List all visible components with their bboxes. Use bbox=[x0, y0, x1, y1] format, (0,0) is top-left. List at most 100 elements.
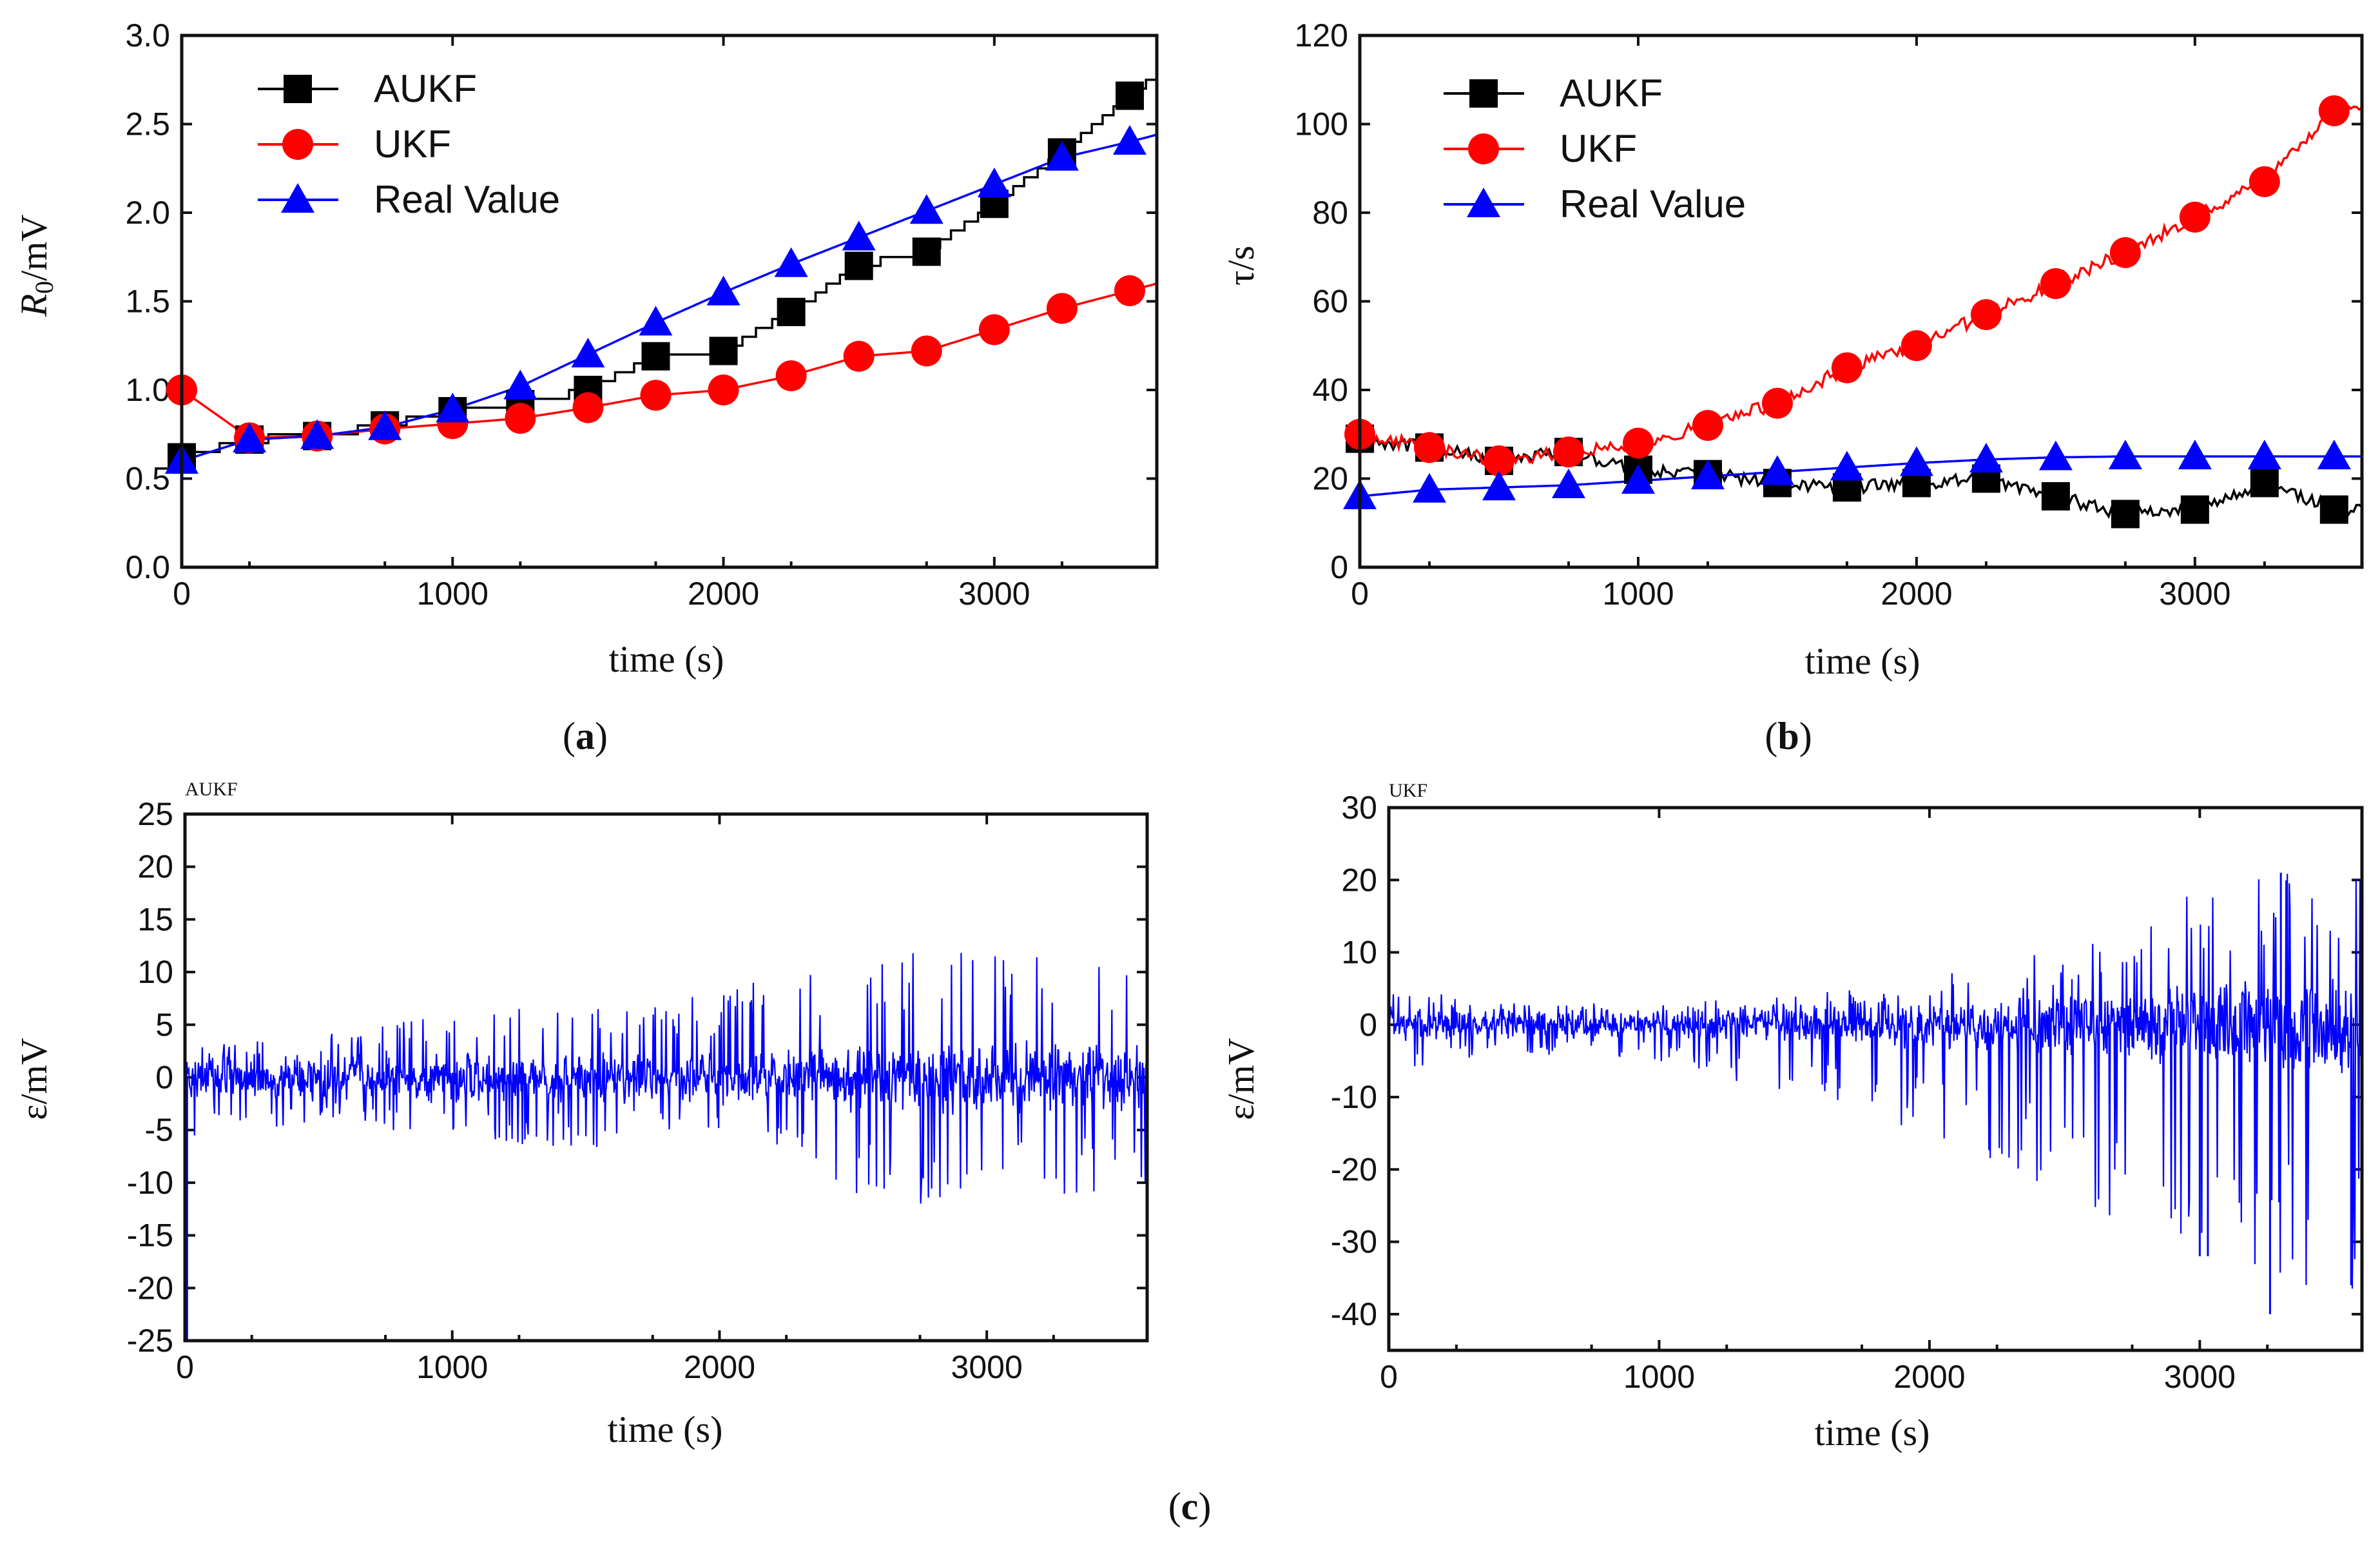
data-point-aukf bbox=[912, 237, 941, 266]
data-point-real-value bbox=[1112, 125, 1146, 155]
data-point-real-value bbox=[1969, 442, 2003, 472]
x-tick-label: 2000 bbox=[1893, 1359, 1965, 1395]
data-point-aukf bbox=[2041, 482, 2070, 510]
data-point-ukf bbox=[1114, 275, 1145, 306]
y-tick-label: 1.5 bbox=[125, 284, 170, 320]
panel-label-b: (b) bbox=[1765, 715, 1812, 757]
data-point-ukf bbox=[640, 380, 672, 411]
data-point-real-value bbox=[1551, 468, 1585, 498]
data-point-ukf bbox=[978, 314, 1010, 345]
legend-marker bbox=[1468, 133, 1499, 164]
x-tick-label: 0 bbox=[1351, 576, 1369, 612]
panel-b-chart: τ/s time (s) 0 1000 2000 3000 0 20 40 60 80 100 12… bbox=[1220, 17, 2364, 682]
panel-c-aukf-y-axis-label: ε/mV bbox=[13, 1038, 55, 1120]
data-point-aukf bbox=[641, 342, 670, 371]
data-point-ukf bbox=[2040, 268, 2071, 299]
data-point-ukf bbox=[2179, 201, 2211, 233]
panel-a-y-axis-label-symbol: R bbox=[13, 294, 55, 317]
x-tick-label: 0 bbox=[176, 1349, 194, 1385]
data-point-aukf bbox=[777, 298, 806, 326]
legend-entry-ukf: UKF bbox=[374, 122, 451, 166]
y-tick-label: 0 bbox=[155, 1060, 173, 1096]
data-point-aukf bbox=[2111, 500, 2140, 529]
y-tick-label: 2.0 bbox=[125, 195, 170, 231]
x-tick-label: 0 bbox=[173, 576, 191, 612]
data-point-real-value bbox=[300, 419, 334, 449]
data-point-ukf bbox=[1970, 299, 2002, 331]
y-tick-label: 120 bbox=[1295, 17, 1348, 53]
panel-c-aukf-x-axis-label: time (s) bbox=[608, 1408, 723, 1450]
legend-entry-real-value: Real Value bbox=[1560, 182, 1746, 226]
y-tick-label: 2.5 bbox=[125, 106, 170, 142]
data-point-real-value bbox=[436, 393, 470, 423]
x-tick-label: 1000 bbox=[416, 1349, 488, 1385]
data-point-ukf bbox=[2249, 166, 2280, 197]
x-tick-label: 1000 bbox=[417, 576, 489, 612]
data-point-aukf bbox=[2180, 495, 2209, 524]
panel-c-ukf-y-axis-label: ε/mV bbox=[1220, 1038, 1262, 1120]
plot-frame bbox=[1387, 806, 2364, 1352]
panel-b-x-axis-label: time (s) bbox=[1805, 640, 1920, 682]
y-tick-label: 0 bbox=[1359, 1007, 1377, 1043]
y-tick-label: 10 bbox=[137, 954, 173, 990]
legend-entry-aukf: AUKF bbox=[1560, 72, 1663, 115]
y-tick-label: -10 bbox=[1331, 1079, 1377, 1115]
y-tick-label: 40 bbox=[1312, 372, 1348, 408]
data-point-real-value bbox=[233, 423, 267, 452]
legend-entry-real-value: Real Value bbox=[374, 178, 560, 221]
panel-label-a: (a) bbox=[563, 715, 608, 757]
data-point-ukf bbox=[1483, 445, 1514, 476]
y-tick-label: 20 bbox=[137, 849, 173, 885]
x-tick-label: 3000 bbox=[2164, 1359, 2236, 1395]
y-tick-label: 15 bbox=[137, 901, 173, 937]
legend-marker bbox=[282, 129, 313, 160]
data-point-ukf bbox=[1553, 436, 1584, 468]
panel-label-a-open: ( bbox=[563, 715, 576, 757]
plot-frame bbox=[1358, 34, 2364, 569]
x-tick-label: 2000 bbox=[688, 576, 759, 612]
legend-marker bbox=[284, 75, 312, 103]
panel-c-ukf-x-axis-label: time (s) bbox=[1815, 1412, 1930, 1453]
legend-marker bbox=[281, 183, 314, 213]
data-point-ukf bbox=[843, 340, 875, 372]
data-point-real-value bbox=[503, 369, 537, 400]
x-tick-label: 1000 bbox=[1602, 576, 1674, 612]
panel-c-ukf-chart: UKF ε/mV time (s) 0 1000 2000 3000 -40 -30 -20… bbox=[1220, 780, 2364, 1453]
y-tick-label: 0.0 bbox=[125, 549, 170, 585]
data-point-real-value bbox=[1045, 141, 1079, 171]
data-point-aukf bbox=[1115, 81, 1144, 110]
legend: AUKF UKF Real Value bbox=[258, 67, 560, 221]
data-point-real-value bbox=[2038, 440, 2073, 471]
panel-label-a-close: ) bbox=[595, 715, 608, 757]
y-tick-label: 0 bbox=[1330, 549, 1348, 585]
data-point-real-value bbox=[639, 306, 673, 336]
legend-marker bbox=[1469, 79, 1498, 108]
data-point-aukf bbox=[709, 336, 738, 365]
series-line-aukf bbox=[182, 71, 1157, 462]
y-tick-label: -10 bbox=[127, 1165, 173, 1201]
data-point-real-value bbox=[1760, 455, 1794, 485]
data-point-ukf bbox=[1413, 432, 1445, 463]
data-point-ukf bbox=[2109, 237, 2141, 268]
y-tick-label: 3.0 bbox=[125, 17, 170, 53]
y-tick-label: -40 bbox=[1331, 1296, 1377, 1332]
y-tick-label: 100 bbox=[1295, 106, 1348, 142]
data-point-real-value bbox=[2247, 440, 2281, 470]
data-point-ukf bbox=[1046, 293, 1078, 324]
data-point-aukf bbox=[2319, 495, 2348, 524]
data-point-ukf bbox=[911, 335, 942, 367]
panel-label-b-letter: b bbox=[1777, 715, 1799, 757]
y-tick-label: -5 bbox=[145, 1112, 173, 1148]
panel-b-y-axis-label: τ/s bbox=[1220, 246, 1262, 286]
data-point-ukf bbox=[775, 360, 807, 391]
data-point-real-value bbox=[706, 275, 740, 306]
y-tick-label: 1.0 bbox=[125, 372, 170, 408]
legend-entry-aukf: AUKF bbox=[374, 67, 477, 110]
data-point-aukf bbox=[2250, 469, 2279, 498]
panel-label-c-close: ) bbox=[1198, 1485, 1211, 1528]
data-point-ukf bbox=[572, 392, 604, 423]
x-tick-label: 2000 bbox=[684, 1349, 755, 1385]
data-point-real-value bbox=[1690, 460, 1725, 490]
